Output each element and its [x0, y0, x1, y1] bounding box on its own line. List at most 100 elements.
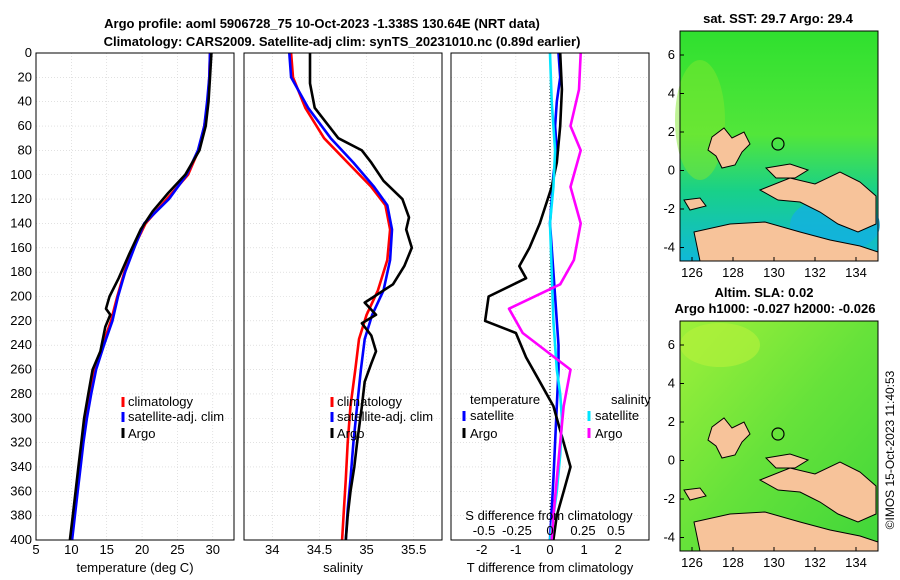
- temperature-panel: 5 10 15 20 25 3002040608010012014016018020022…: [10, 45, 235, 575]
- map-x-tick-label: 126: [681, 555, 703, 570]
- x-tick-label: 1: [581, 542, 588, 557]
- x-tick-label: 34.5: [307, 542, 332, 557]
- difference-legend: temperature satellite Argo salinity sate…: [462, 392, 651, 441]
- series-temperature-argo: [483, 52, 572, 541]
- map-y-tick-label: -2: [663, 491, 675, 506]
- legend-label-climatology: climatology: [128, 394, 194, 409]
- x-axis-label: salinity: [323, 560, 363, 575]
- depth-tick-label: 280: [10, 386, 32, 401]
- sst-map-ticks: 126 128 130 132 134 6 4 2 0 -2 -4: [663, 47, 866, 280]
- series-argo: [68, 52, 213, 541]
- legend-label-s-satellite: satellite: [595, 408, 639, 423]
- sst-map-title: sat. SST: 29.7 Argo: 29.4: [703, 11, 854, 26]
- high-sla-patch: [680, 323, 760, 367]
- s-difference-axis-label: S difference from climatology: [465, 508, 633, 523]
- map-y-tick-label: -2: [663, 201, 675, 216]
- argo-location-marker: [771, 427, 785, 441]
- x-tick-label: -2: [476, 542, 488, 557]
- map-x-tick-label: 130: [763, 555, 785, 570]
- figure-title-line2: Climatology: CARS2009. Satellite-adj cli…: [104, 34, 581, 49]
- s-difference-tick-label: 0.25: [570, 523, 595, 538]
- x-tick-label: -1: [510, 542, 522, 557]
- map-y-tick-label: 0: [668, 453, 675, 468]
- legend-group-salinity: salinity: [611, 392, 651, 407]
- new-guinea-land: [758, 171, 877, 233]
- series-satellite-adj-clim: [288, 52, 394, 541]
- x-tick-label: 15: [99, 542, 113, 557]
- salinity-panel: 34 34.5 35 35.5 salinity: [243, 52, 443, 575]
- series-argo: [308, 53, 414, 541]
- waigeo-island: [764, 453, 810, 469]
- map-y-tick-label: -4: [663, 240, 675, 255]
- depth-tick-label: 220: [10, 313, 32, 328]
- depth-tick-label: 300: [10, 410, 32, 425]
- x-tick-label: 35.5: [401, 542, 426, 557]
- map-x-tick-label: 130: [763, 265, 785, 280]
- depth-tick-label: 40: [18, 94, 32, 109]
- x-tick-label: 30: [206, 542, 220, 557]
- map-x-tick-label: 128: [722, 555, 744, 570]
- argo-location-marker: [771, 137, 785, 151]
- s-difference-tick-label: 0.5: [607, 523, 625, 538]
- depth-tick-label: 340: [10, 459, 32, 474]
- x-tick-label: 34: [265, 542, 279, 557]
- imos-credit: ©IMOS 15-Oct-2023 11:40:53: [883, 370, 897, 529]
- x-tick-label: 10: [64, 542, 78, 557]
- map-y-tick-label: 4: [668, 86, 675, 101]
- depth-tick-label: 80: [18, 142, 32, 157]
- x-tick-label: 0: [546, 542, 553, 557]
- legend-label-satellite: satellite-adj. clim: [337, 409, 433, 424]
- legend-label-climatology: climatology: [337, 394, 403, 409]
- s-difference-tick-label: 0: [546, 523, 553, 538]
- map-x-tick-label: 132: [804, 265, 826, 280]
- depth-tick-label: 240: [10, 337, 32, 352]
- map-x-tick-label: 134: [845, 555, 867, 570]
- x-tick-label: 5: [32, 542, 39, 557]
- plot-frame: [243, 52, 443, 541]
- series-climatology: [289, 52, 392, 541]
- legend-label-s-argo: Argo: [595, 426, 622, 441]
- series-temperature-satellite: [548, 52, 562, 541]
- difference-panel: -2 -1 0 1 2 T difference from climatology: [450, 52, 650, 575]
- sla-map-frame: [679, 320, 879, 552]
- small-island: [683, 487, 707, 501]
- map-y-tick-label: 4: [668, 376, 675, 391]
- temperature-legend: climatology satellite-adj. clim Argo: [121, 394, 224, 441]
- map-y-tick-label: 2: [668, 124, 675, 139]
- map-x-tick-label: 128: [722, 265, 744, 280]
- map-y-tick-label: -4: [663, 530, 675, 545]
- sst-map-frame: [679, 30, 879, 262]
- halmahera-island: [707, 417, 751, 459]
- depth-tick-label: 60: [18, 118, 32, 133]
- waigeo-island: [764, 163, 810, 179]
- sla-map-ticks: 126 128 130 132 134 6 4 2 0 -2 -4: [663, 337, 866, 570]
- salinity-legend: climatology satellite-adj. clim Argo: [330, 394, 433, 441]
- map-y-tick-label: 6: [668, 47, 675, 62]
- x-axis-label: T difference from climatology: [467, 560, 634, 575]
- depth-tick-label: 140: [10, 215, 32, 230]
- depth-tick-label: 120: [10, 191, 32, 206]
- halmahera-island: [707, 127, 751, 169]
- x-axis-label: temperature (deg C): [76, 560, 193, 575]
- series-satellite-adj-clim: [70, 52, 212, 541]
- sla-map: Altim. SLA: 0.02 Argo h1000: -0.027 h200…: [663, 285, 879, 570]
- x-tick-label: 20: [135, 542, 149, 557]
- legend-label-argo: Argo: [337, 426, 364, 441]
- legend-label-argo: Argo: [128, 426, 155, 441]
- sst-map: sat. SST: 29.7 Argo: 29.4 126 128 130 132 13…: [663, 11, 880, 280]
- plot-frame: [450, 52, 650, 541]
- legend-label-t-satellite: satellite: [470, 408, 514, 423]
- legend-label-satellite: satellite-adj. clim: [128, 409, 224, 424]
- depth-tick-label: 320: [10, 435, 32, 450]
- plot-frame: [35, 52, 235, 541]
- s-difference-tick-label: -0.5: [473, 523, 495, 538]
- depth-tick-label: 180: [10, 264, 32, 279]
- x-tick-label: 25: [170, 542, 184, 557]
- map-x-tick-label: 126: [681, 265, 703, 280]
- depth-tick-label: 400: [10, 532, 32, 547]
- sla-map-title-line1: Altim. SLA: 0.02: [715, 285, 814, 300]
- depth-tick-label: 100: [10, 167, 32, 182]
- series-salinity-argo: [507, 52, 582, 541]
- depth-tick-label: 360: [10, 483, 32, 498]
